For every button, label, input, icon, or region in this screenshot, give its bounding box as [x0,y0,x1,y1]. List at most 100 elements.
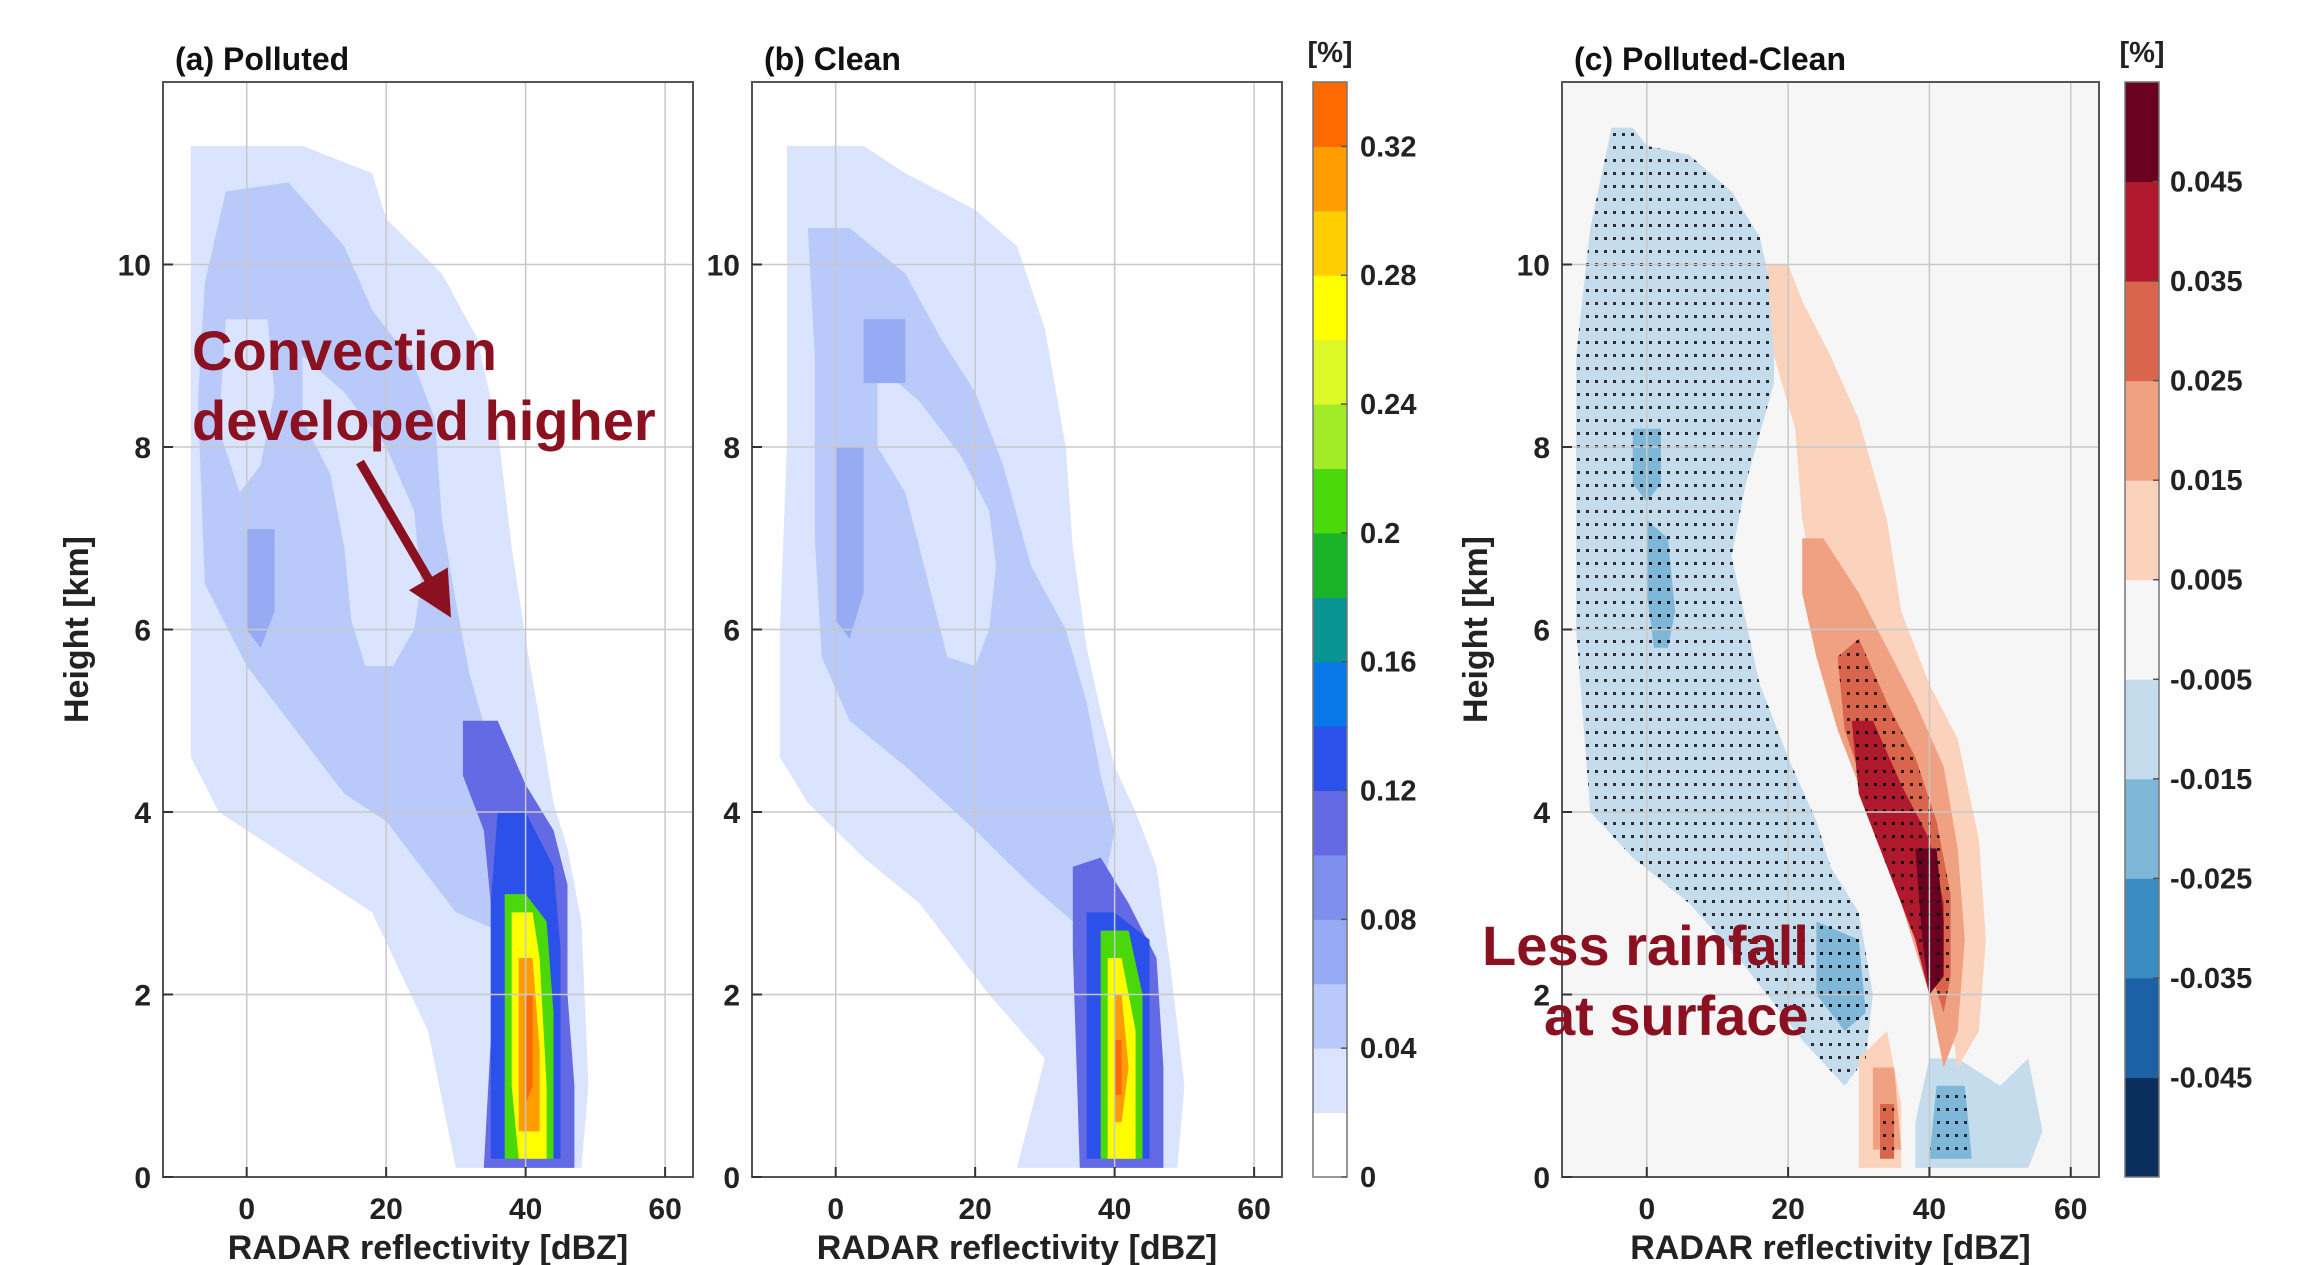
colorbar-swatch [1313,1048,1347,1114]
panel-a: 0 20 40 60 0 2 4 6 8 10 (a) Polluted RADAR reflecti… [58,41,694,1265]
colorbar-unit: [%] [1307,37,1352,69]
significance-stipple-9 [1851,720,1944,995]
colorbar-tick-label: -0.045 [2170,1062,2252,1094]
plot-content-b [752,82,1282,1177]
y-tick-label: 0 [1533,1162,1550,1195]
colorbar-swatch [1313,726,1347,792]
annotation-text-line: at surface [1544,984,1809,1047]
y-axis-label: Height [km] [58,536,96,723]
significance-stipple-5 [1929,1085,1972,1159]
colorbar-swatch [1313,532,1347,598]
colorbar-tick-label: 0.025 [2170,366,2243,398]
colorbar-frame [2124,81,2160,1178]
colorbar-swatch [1313,597,1347,663]
annotation-rainfall: Less rainfall at surface [1482,914,1809,1047]
y-tick-label: 2 [134,980,151,1013]
y-tick-label: 4 [1533,797,1550,830]
panel-title-b: (b) Clean [764,41,901,77]
colorbar-swatch [2125,480,2159,581]
heatmap-region-b-4 [863,319,906,384]
y-tick-label: 10 [118,250,151,283]
colorbar-tick-label: -0.035 [2170,963,2252,995]
annotation-convection: Convection developed higher [192,319,656,618]
colorbar-tick-label: -0.015 [2170,764,2252,796]
y-tick-label: 6 [134,615,151,648]
y-tick-label: 4 [134,797,151,830]
heatmap-region-b-10 [1114,1040,1122,1095]
y-tick-label: 6 [1533,615,1550,648]
colorbar-2: -0.045 -0.035 -0.025 -0.015 -0.005 0.005 0.015… [2119,37,2252,1178]
colorbars: 00.040.080.120.160.20.240.280.32[%]-0.04… [1307,37,2252,1194]
x-tick-label: 20 [958,1193,991,1226]
colorbar-swatch [1313,919,1347,985]
y-tick-label: 2 [1533,980,1550,1013]
colorbar-swatch [2125,1077,2159,1178]
heatmap-region-a-4 [246,529,275,648]
x-tick-label: 60 [648,1193,681,1226]
y-tick-label: 6 [723,615,740,648]
panel-c: 0 20 40 60 0 2 4 6 8 10 (c) Polluted-Clean RADAR re… [1457,41,2100,1265]
heatmap-region-a-2 [302,355,421,666]
colorbar-swatch [1313,275,1347,341]
y-tick-label: 10 [1517,250,1550,283]
x-tick-label: 40 [509,1193,542,1226]
y-tick-label: 10 [707,250,740,283]
panel-title-c: (c) Polluted-Clean [1574,41,1846,77]
x-axis-label: RADAR reflectivity [dBZ] [1630,1229,2030,1265]
x-tick-label: 20 [369,1193,402,1226]
heatmap-region-a-10 [525,994,533,1104]
colorbar-tick-label: 0.04 [1360,1033,1416,1065]
x-tick-label: 20 [1771,1193,1804,1226]
colorbar-1: 0 0.04 0.08 0.12 0.16 0.2 0.24 0.28 0.32 [%] [1307,37,1416,1194]
colorbar-swatch [2125,679,2159,780]
x-axis-label: RADAR reflectivity [dBZ] [817,1229,1217,1265]
x-tick-label: 0 [238,1193,255,1226]
colorbar-swatch [2125,181,2159,282]
panel-b: 0 20 40 60 0 2 4 6 8 10 (b) Clean RADAR reflectivit… [707,41,1283,1265]
y-tick-label: 8 [134,432,151,465]
colorbar-swatch [2125,281,2159,382]
colorbar-swatch [2125,579,2159,680]
colorbar-tick-label: 0.2 [1360,518,1400,550]
x-axis-label: RADAR reflectivity [dBZ] [228,1229,628,1265]
colorbar-tick-label: 0.12 [1360,776,1416,808]
significance-stipple-2 [1646,520,1676,648]
y-tick-label: 0 [134,1162,151,1195]
colorbar-swatch [1313,404,1347,469]
y-axis-label: Height [km] [1457,536,1495,723]
colorbar-unit: [%] [2119,37,2164,69]
annotation-arrow [356,459,452,618]
annotation-text-line: developed higher [192,389,656,452]
plot-content-a [163,82,693,1177]
colorbar-swatch [1313,468,1347,534]
x-tick-label: 40 [1913,1193,1946,1226]
y-tick-label: 2 [723,980,740,1013]
x-tick-label: 0 [1638,1193,1655,1226]
significance-stipple-13 [1880,1104,1895,1159]
colorbar-swatch [2125,977,2159,1078]
colorbar-swatch [1313,983,1347,1049]
significance-stipple-0 [1576,127,1873,1086]
colorbar-tick-label: 0.16 [1360,647,1416,679]
y-tick-label: 8 [1533,432,1550,465]
colorbar-swatch [2125,380,2159,481]
colorbar-swatch [1313,1112,1347,1178]
colorbar-swatch [1313,790,1347,856]
colorbar-swatch [1313,210,1347,276]
x-tick-label: 40 [1098,1193,1131,1226]
y-tick-label: 0 [723,1162,740,1195]
colorbar-tick-label: 0.005 [2170,565,2243,597]
significance-stipple-3 [1816,921,1866,1031]
x-tick-label: 60 [1237,1193,1270,1226]
colorbar-tick-label: 0 [1360,1162,1376,1194]
colorbar-tick-label: 0.015 [2170,465,2243,497]
colorbar-tick-label: 0.045 [2170,167,2243,199]
x-tick-label: 0 [827,1193,844,1226]
colorbar-tick-label: 0.24 [1360,389,1416,421]
colorbar-frame [1312,81,1348,1178]
colorbar-swatch [1313,339,1347,405]
colorbar-swatch [2125,82,2159,183]
x-tick-label: 60 [2054,1193,2087,1226]
